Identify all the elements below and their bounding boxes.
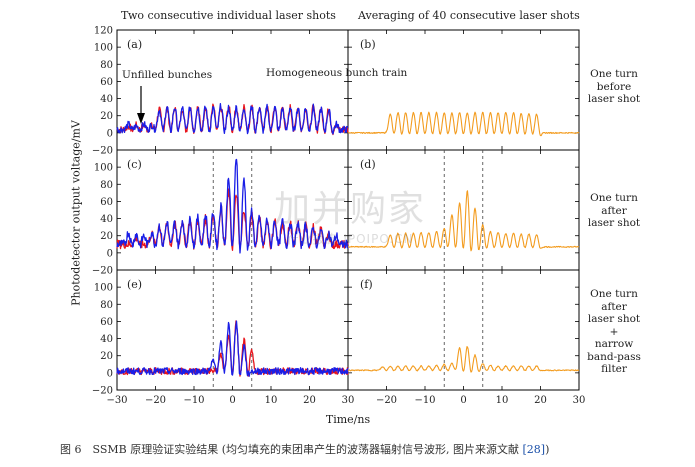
caption-text: 图 6 SSMB 原理验证实验结果 (均匀填充的束团串产生的波荡器辐射信号波形,… xyxy=(60,443,523,456)
y-tick-label: 80 xyxy=(100,300,113,311)
row-label-3-line-6: band-pass xyxy=(587,350,641,363)
y-tick-label: 60 xyxy=(100,77,113,88)
y-tick-label: 20 xyxy=(100,351,113,362)
y-tick-label: 60 xyxy=(100,197,113,208)
y-tick-label: 0 xyxy=(107,368,113,379)
x-tick-label: 30 xyxy=(573,395,586,406)
row-label-1-line-1: One turn xyxy=(590,68,638,80)
y-tick-label: −20 xyxy=(92,386,113,397)
y-axis-label: Photodetector output voltage/mV xyxy=(69,120,83,306)
y-tick-label: 0 xyxy=(107,128,113,139)
panel-tag-3: (c) xyxy=(127,158,142,171)
signal-trace-orange-6 xyxy=(347,346,580,373)
y-tick-label: 40 xyxy=(100,214,113,225)
x-tick-label: −20 xyxy=(145,395,166,406)
y-tick-label: 0 xyxy=(107,248,113,259)
y-tick-label: 80 xyxy=(100,180,113,191)
panel-tag-2: (b) xyxy=(360,38,376,51)
x-tick-label: 0 xyxy=(229,395,235,406)
row-label-3-line-1: One turn xyxy=(590,288,638,300)
y-tick-label: 20 xyxy=(100,231,113,242)
y-tick-label: 80 xyxy=(100,60,113,71)
row-label-3-line-2: after xyxy=(601,300,627,313)
watermark-main: 加并购家 xyxy=(273,189,426,230)
x-tick-label: 0 xyxy=(460,395,466,406)
x-tick-label: −10 xyxy=(414,395,435,406)
panel-tag-4: (d) xyxy=(360,158,376,171)
signal-trace-blue-1 xyxy=(116,102,349,135)
right-column-header: Averaging of 40 consecutive laser shots xyxy=(358,9,580,22)
y-tick-label: −20 xyxy=(92,146,113,157)
panel-tag-5: (e) xyxy=(127,278,142,291)
signal-trace-red-5 xyxy=(116,320,349,377)
y-tick-label: 40 xyxy=(100,334,113,345)
y-tick-label: 120 xyxy=(94,26,113,37)
row-label-1-line-3: laser shot xyxy=(587,93,641,105)
unfilled-bunches-label: Unfilled bunches xyxy=(122,69,212,81)
x-tick-label: −10 xyxy=(183,395,204,406)
row-label-3-line-5: narrow xyxy=(594,338,634,350)
x-tick-label: 20 xyxy=(303,395,316,406)
row-label-3: One turn after laser shot + narrow band-… xyxy=(586,288,642,376)
unfilled-arrow-head xyxy=(137,113,145,124)
caption-reference-link[interactable]: [28] xyxy=(522,443,546,456)
signal-trace-red-3 xyxy=(116,188,349,251)
row-label-2: One turn after laser shot xyxy=(586,192,642,230)
signal-trace-blue-3 xyxy=(116,158,349,254)
row-label-3-line-3: laser shot xyxy=(587,313,641,325)
x-tick-label: 10 xyxy=(496,395,509,406)
row-label-2-line-1: One turn xyxy=(590,192,638,204)
row-label-3-line-7: filter xyxy=(601,363,627,375)
signal-trace-blue-5 xyxy=(116,320,349,377)
figure-caption: 图 6 SSMB 原理验证实验结果 (均匀填充的束团串产生的波荡器辐射信号波形,… xyxy=(60,441,549,457)
row-label-1-line-2: before xyxy=(596,80,632,93)
x-tick-label: −30 xyxy=(106,395,127,406)
y-tick-label: 20 xyxy=(100,111,113,122)
left-column-header: Two consecutive individual laser shots xyxy=(121,9,336,22)
x-axis-label: Time/ns xyxy=(325,413,371,426)
y-tick-label: 100 xyxy=(94,43,113,54)
x-tick-label: −20 xyxy=(376,395,397,406)
y-tick-label: 100 xyxy=(94,163,113,174)
panel-tag-6: (f) xyxy=(360,278,373,291)
row-label-2-line-3: laser shot xyxy=(587,217,641,229)
watermark-sub: 行业报告 IPOIPO.CN xyxy=(286,232,414,246)
y-tick-label: 40 xyxy=(100,94,113,105)
watermark: 加并购家 行业报告 IPOIPO.CN xyxy=(250,190,450,247)
row-label-3-line-4: + xyxy=(609,325,619,338)
x-tick-label: 10 xyxy=(265,395,278,406)
x-tick-label: 30 xyxy=(342,395,355,406)
panel-tag-1: (a) xyxy=(127,38,142,51)
caption-close: ) xyxy=(545,443,550,456)
y-tick-label: 100 xyxy=(94,283,113,294)
signal-trace-orange-4 xyxy=(347,190,580,252)
y-tick-label: 60 xyxy=(100,317,113,328)
row-label-2-line-2: after xyxy=(601,204,627,217)
row-label-1: One turn before laser shot xyxy=(586,68,642,106)
signal-trace-orange-2 xyxy=(347,111,580,137)
x-tick-label: 20 xyxy=(534,395,547,406)
homogeneous-train-label: Homogeneous bunch train xyxy=(266,67,408,79)
y-tick-label: −20 xyxy=(92,266,113,277)
